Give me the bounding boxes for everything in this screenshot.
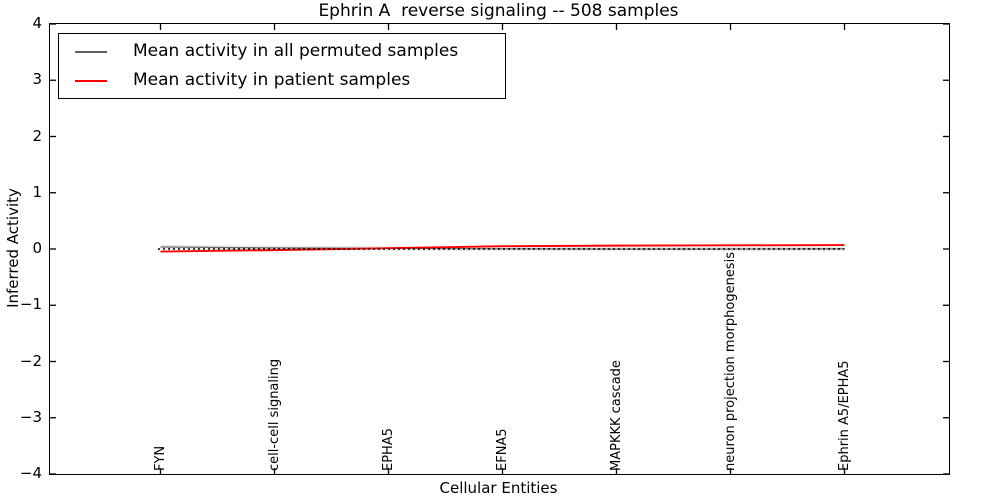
- x-tick-label: neuron projection morphogenesis: [722, 252, 738, 471]
- x-tick-label: Ephrin A5/EPHA5: [836, 360, 852, 471]
- x-axis-label: Cellular Entities: [439, 479, 558, 497]
- x-tick-label: EFNA5: [494, 428, 510, 471]
- y-tick-label: 4: [32, 14, 42, 32]
- x-tick-label: MAPKKK cascade: [608, 360, 624, 471]
- y-tick-label: 0: [32, 239, 42, 257]
- legend-label-patient: Mean activity in patient samples: [133, 70, 411, 90]
- series-line-patient-mean: [160, 244, 845, 253]
- y-tick-label: −2: [19, 351, 42, 370]
- x-tick-label: cell-cell signaling: [266, 358, 282, 471]
- x-tick-label: EPHA5: [380, 428, 396, 471]
- series-line-permuted-mean: [160, 246, 845, 250]
- y-tick-label: −3: [19, 407, 42, 426]
- plot-canvas: [50, 24, 949, 474]
- y-tick-label: −4: [19, 464, 42, 482]
- permuted-line-swatch-icon: [75, 50, 107, 53]
- y-tick-label: −1: [19, 295, 42, 314]
- patient-line-swatch-icon: [75, 79, 107, 82]
- plot-area: FYN cell-cell signaling EPHA5 EFNA5 MAPKKK c…: [49, 23, 950, 475]
- y-tick-label: 3: [32, 70, 42, 89]
- legend: Mean activity in all permuted samples Me…: [58, 33, 506, 99]
- y-tick-label: 1: [32, 182, 42, 201]
- chart-title: Ephrin A reverse signaling -- 508 sample…: [318, 1, 679, 21]
- legend-entry-permuted: Mean activity in all permuted samples: [59, 37, 505, 66]
- x-tick-label: FYN: [152, 445, 168, 471]
- legend-label-permuted: Mean activity in all permuted samples: [133, 41, 459, 61]
- legend-entry-patient: Mean activity in patient samples: [59, 66, 505, 95]
- y-tick-label: 2: [32, 126, 42, 145]
